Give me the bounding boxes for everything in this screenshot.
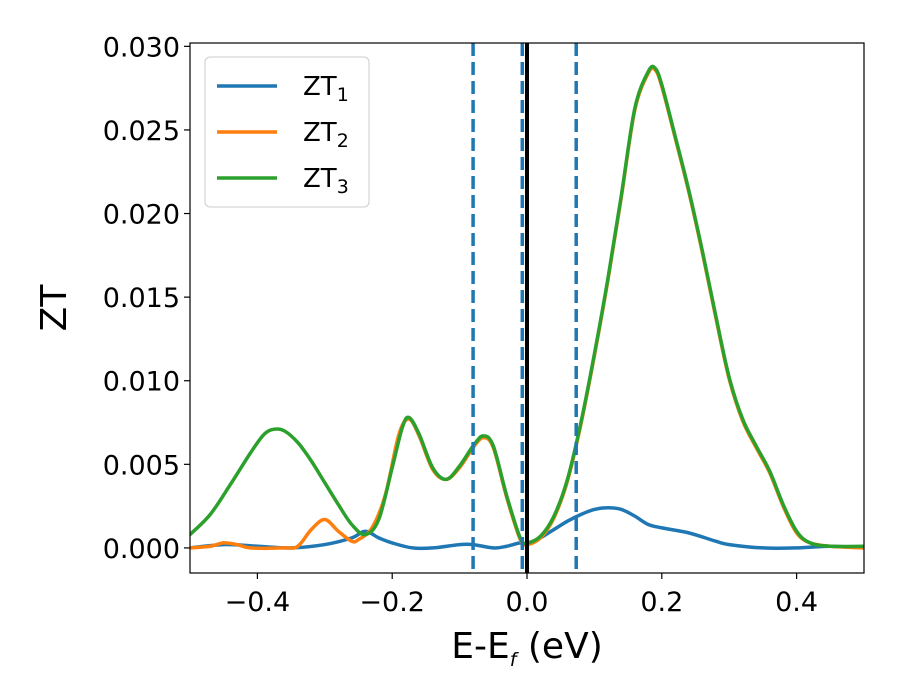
x-tick-label: −0.2	[359, 587, 425, 618]
legend-label-zt1: ZT1	[303, 72, 349, 106]
legend-label-zt3: ZT3	[303, 164, 349, 198]
x-tick-label: 0.4	[775, 587, 818, 618]
y-tick-label: 0.000	[103, 534, 180, 565]
legend: ZT1 ZT2 ZT3	[204, 56, 370, 208]
y-tick-label: 0.025	[103, 116, 180, 147]
legend-label-zt2: ZT2	[303, 118, 349, 152]
y-tick-label: 0.010	[103, 367, 180, 398]
x-tick-label: 0.2	[640, 587, 683, 618]
tick-layer: −0.4 −0.2 0.0 0.2 0.4 0.000 0.005 0.010 0.015 0.0…	[103, 32, 818, 618]
y-axis-label: ZT	[34, 284, 75, 332]
y-tick-label: 0.020	[103, 200, 180, 231]
x-axis-label: E-Ef (eV)	[451, 626, 603, 671]
legend-box	[204, 56, 370, 208]
y-tick-label: 0.015	[103, 283, 180, 314]
y-tick-label: 0.005	[103, 450, 180, 481]
x-axis-label-main: E-E	[451, 626, 509, 667]
y-tick-label: 0.030	[103, 32, 180, 63]
x-tick-label: 0.0	[506, 587, 549, 618]
x-axis-label-suffix: (eV)	[516, 626, 602, 667]
x-axis-label-sub: f	[510, 649, 520, 671]
x-tick-label: −0.4	[225, 587, 291, 618]
vertical-lines-layer	[471, 43, 578, 573]
